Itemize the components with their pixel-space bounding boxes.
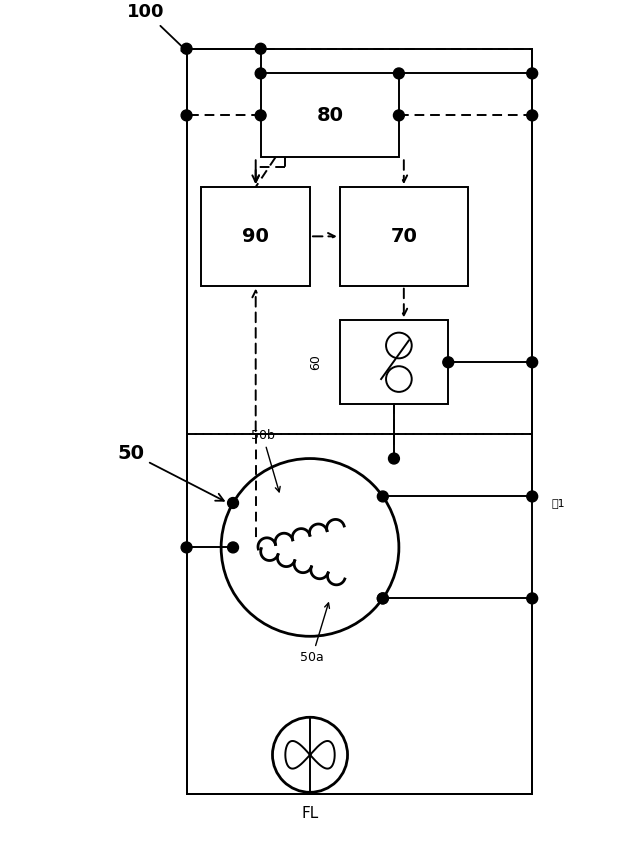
Circle shape (527, 357, 537, 368)
Circle shape (255, 43, 266, 54)
Circle shape (527, 491, 537, 501)
Circle shape (255, 110, 266, 121)
Circle shape (527, 110, 537, 121)
Text: 100: 100 (128, 3, 189, 54)
Circle shape (228, 542, 238, 552)
Text: 70: 70 (391, 227, 417, 246)
Text: 50b: 50b (251, 428, 280, 492)
Bar (202, 187, 310, 286)
Circle shape (378, 593, 388, 604)
Circle shape (228, 497, 238, 508)
Text: FL: FL (302, 806, 318, 821)
Circle shape (389, 453, 399, 464)
Text: 50a: 50a (300, 603, 330, 664)
Circle shape (181, 542, 192, 552)
Circle shape (181, 43, 192, 54)
Circle shape (181, 110, 192, 121)
Circle shape (394, 68, 404, 79)
Bar (261, 73, 399, 157)
Circle shape (394, 110, 404, 121)
Circle shape (255, 68, 266, 79)
Text: 50: 50 (118, 444, 224, 501)
Circle shape (527, 68, 537, 79)
Text: 60: 60 (309, 354, 322, 371)
Circle shape (443, 357, 453, 368)
Circle shape (527, 593, 537, 604)
Circle shape (378, 593, 388, 604)
Text: 図1: 図1 (552, 498, 565, 508)
Text: 80: 80 (316, 106, 343, 125)
Circle shape (378, 491, 388, 501)
Bar (340, 320, 448, 405)
Bar (340, 187, 468, 286)
Text: 90: 90 (242, 227, 269, 246)
